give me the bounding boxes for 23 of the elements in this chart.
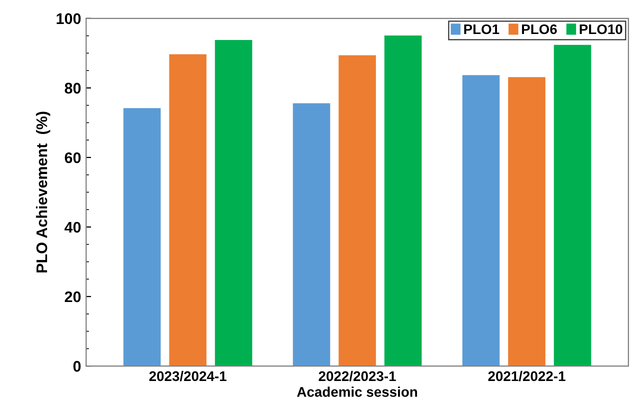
- bar: [123, 108, 161, 366]
- y-tick-label: 60: [64, 152, 81, 164]
- bar: [508, 77, 546, 366]
- bar: [169, 54, 206, 366]
- bar: [384, 35, 422, 366]
- bar: [292, 103, 330, 366]
- bar: [214, 40, 252, 366]
- x-tick-label: 2021/2022-1: [488, 370, 566, 382]
- bar: [462, 75, 500, 366]
- legend-label: PLO1: [464, 24, 500, 34]
- legend-label: PLO10: [580, 24, 622, 34]
- x-axis-title: Academic session: [297, 386, 418, 397]
- y-tick-label: 100: [56, 13, 81, 24]
- y-axis-title: PLO Achievement (%): [36, 112, 50, 272]
- x-tick-label: 2023/2024-1: [149, 370, 226, 382]
- legend-label: PLO6: [522, 24, 557, 34]
- y-tick-label: 40: [64, 222, 81, 233]
- bar: [554, 44, 592, 366]
- bar: [338, 55, 376, 366]
- y-tick-label: 80: [64, 82, 81, 94]
- y-tick-label: 0: [73, 360, 81, 372]
- x-tick-label: 2022/2023-1: [318, 370, 396, 382]
- y-tick-label: 20: [64, 291, 81, 302]
